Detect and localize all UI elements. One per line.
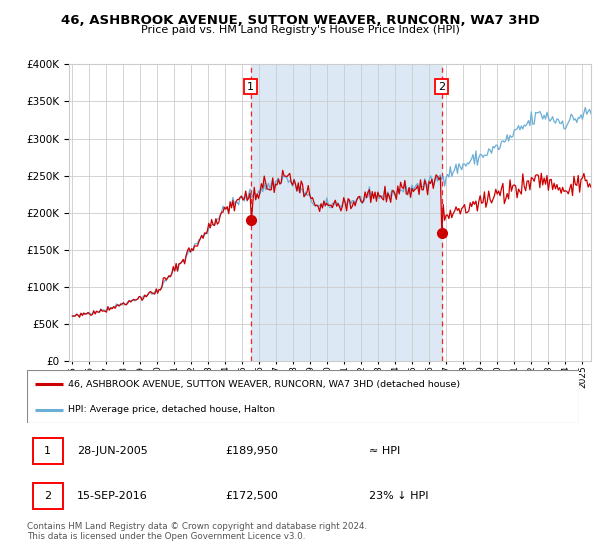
Text: ≈ HPI: ≈ HPI: [369, 446, 400, 456]
Text: 46, ASHBROOK AVENUE, SUTTON WEAVER, RUNCORN, WA7 3HD: 46, ASHBROOK AVENUE, SUTTON WEAVER, RUNC…: [61, 14, 539, 27]
Text: 23% ↓ HPI: 23% ↓ HPI: [369, 491, 429, 501]
Text: 1: 1: [44, 446, 51, 456]
Text: £172,500: £172,500: [226, 491, 278, 501]
Bar: [32, 483, 63, 510]
Text: HPI: Average price, detached house, Halton: HPI: Average price, detached house, Halt…: [68, 405, 275, 414]
Text: 28-JUN-2005: 28-JUN-2005: [77, 446, 148, 456]
Text: Price paid vs. HM Land Registry's House Price Index (HPI): Price paid vs. HM Land Registry's House …: [140, 25, 460, 35]
Text: 2: 2: [44, 491, 51, 501]
Text: Contains HM Land Registry data © Crown copyright and database right 2024.
This d: Contains HM Land Registry data © Crown c…: [27, 522, 367, 542]
Bar: [251, 64, 442, 361]
Bar: [32, 438, 63, 464]
Text: 2: 2: [438, 82, 445, 92]
Text: £189,950: £189,950: [226, 446, 279, 456]
Text: 15-SEP-2016: 15-SEP-2016: [77, 491, 148, 501]
Text: 46, ASHBROOK AVENUE, SUTTON WEAVER, RUNCORN, WA7 3HD (detached house): 46, ASHBROOK AVENUE, SUTTON WEAVER, RUNC…: [68, 380, 461, 389]
Text: 1: 1: [247, 82, 254, 92]
